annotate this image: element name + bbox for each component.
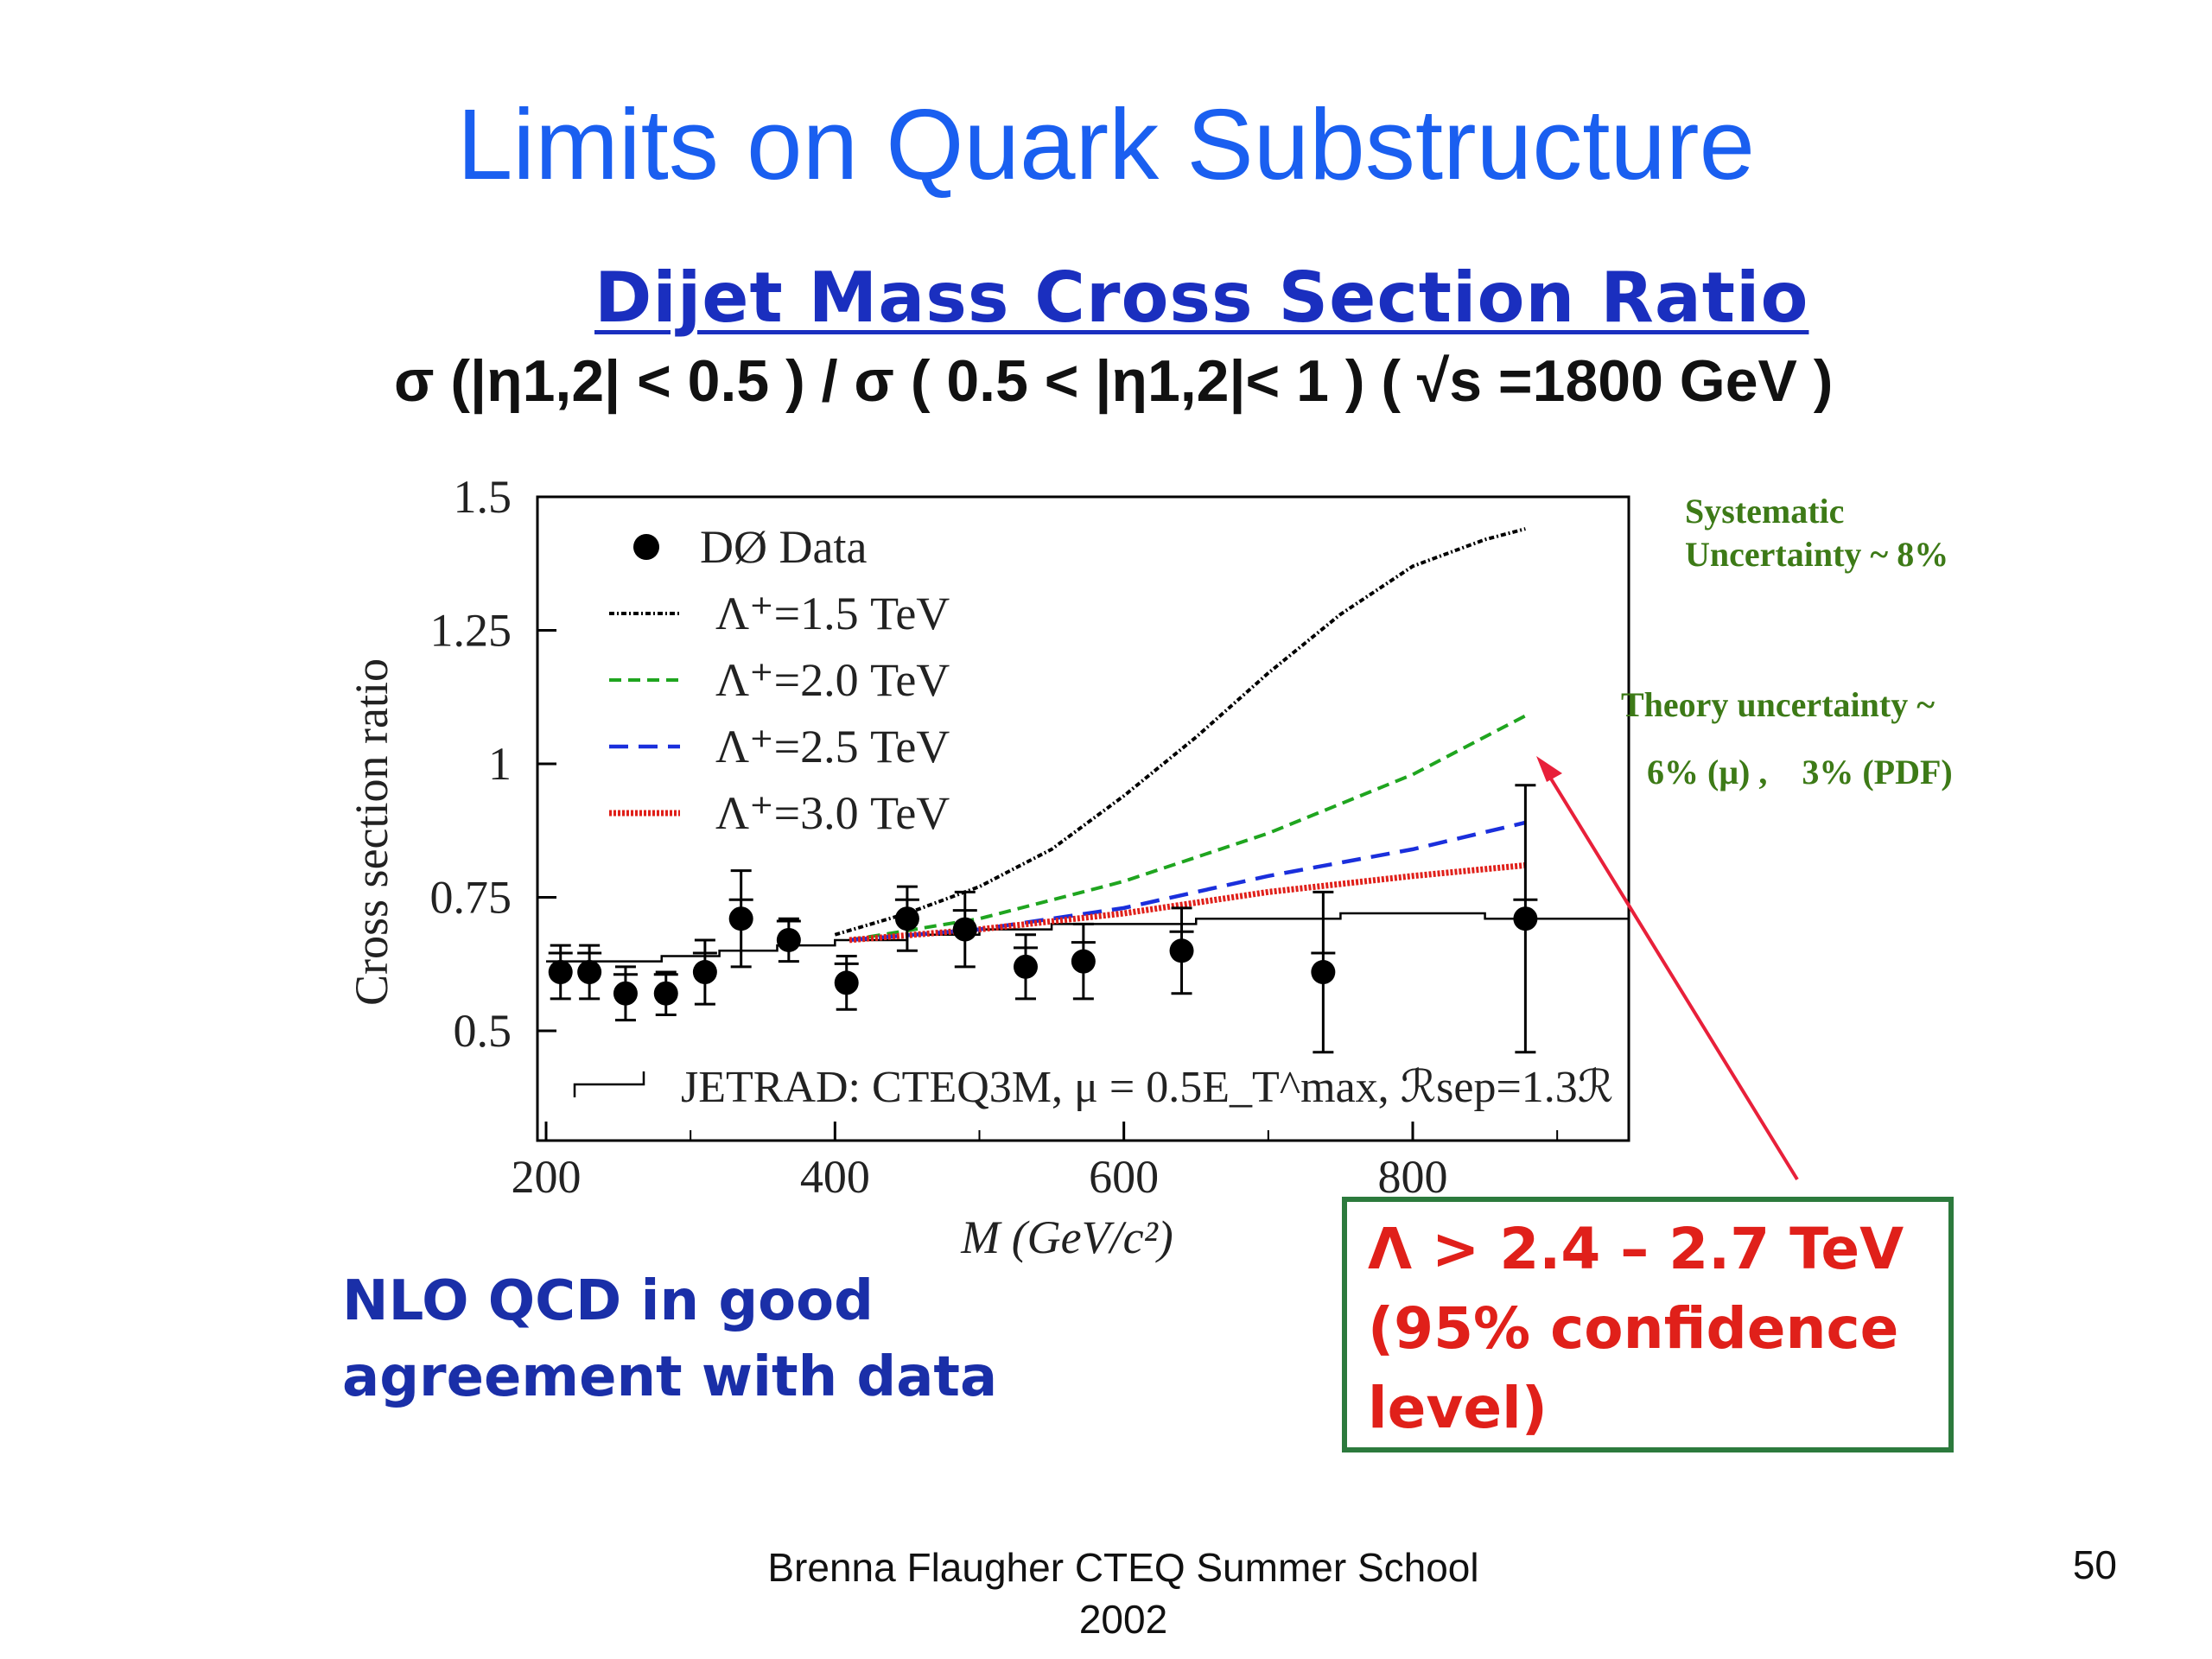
data-point	[1071, 949, 1096, 974]
arrow-head	[1536, 756, 1562, 782]
limit-box	[1342, 1197, 1954, 1452]
legend-label-histogram: JETRAD: CTEQ3M, μ = 0.5E_T^max, ℛsep=1.3…	[681, 1063, 1613, 1112]
systematic-note-line-2: Uncertainty ~ 8%	[1685, 535, 1949, 574]
figure-title: Dijet Mass Cross Section Ratio	[594, 257, 1809, 338]
data-point	[834, 970, 859, 995]
limit-note: Λ > 2.4 – 2.7 TeV (95% confidence level)	[1368, 1216, 1904, 1441]
legend-label-1: Λ⁺=2.0 TeV	[715, 654, 950, 706]
systematic-note-line-1: Systematic	[1685, 492, 1845, 531]
data-point	[952, 917, 977, 942]
y-tick-label: 1.25	[430, 605, 512, 657]
legend-label-0: Λ⁺=1.5 TeV	[715, 588, 950, 639]
plot-frame	[536, 495, 1630, 1142]
x-axis-label: M (GeV/c²)	[960, 1211, 1173, 1263]
figure-subtitle: σ (|η1,2| < 0.5 ) / σ ( 0.5 < |η1,2|< 1 …	[394, 348, 1834, 414]
data-point	[1169, 938, 1194, 963]
x-tick-label: 400	[800, 1151, 870, 1203]
footer-text: Brenna Flaugher CTEQ Summer School 2002	[767, 1545, 1479, 1642]
legend-label-data: DØ Data	[700, 521, 867, 573]
y-tick-label: 1.5	[454, 471, 512, 523]
legend-label-2: Λ⁺=2.5 TeV	[715, 721, 950, 772]
legend-line-histogram	[573, 1071, 645, 1097]
data-point	[1013, 954, 1038, 979]
series-line-0	[834, 527, 1526, 937]
data-point	[1311, 960, 1336, 985]
series-line-2	[849, 820, 1526, 943]
series-line-3	[849, 861, 1526, 944]
data-point	[776, 927, 801, 952]
data-point	[613, 981, 638, 1006]
data-point	[894, 906, 919, 931]
data-point	[577, 960, 602, 985]
legend-label-3: Λ⁺=3.0 TeV	[715, 787, 950, 839]
slide-title: Limits on Quark Substructure	[456, 88, 1756, 200]
arrow-line	[1541, 763, 1799, 1181]
data-point	[728, 906, 753, 931]
x-tick-label: 600	[1089, 1151, 1159, 1203]
y-tick-label: 1	[488, 738, 512, 790]
x-tick-label: 200	[512, 1151, 582, 1203]
theory-note-line-2: 6% (μ) , 3% (PDF)	[1647, 753, 1953, 791]
data-point	[548, 960, 573, 985]
theory-note-line-1: Theory uncertainty ~	[1621, 685, 1935, 724]
nlo-agreement-note: NLO QCD in good agreement with data	[342, 1269, 998, 1409]
plot-area: 0.5 0.75 1 1.25 1.5 200 400 600 800 M (GeV/c²) Cro…	[346, 471, 1799, 1263]
legend-marker-data	[633, 534, 659, 560]
y-tick-label: 0.75	[430, 872, 512, 924]
data-point	[692, 960, 717, 985]
y-tick-label: 0.5	[454, 1005, 512, 1057]
data-point	[1513, 906, 1538, 931]
series-line-1	[849, 714, 1527, 942]
data-point	[653, 981, 678, 1006]
x-tick-label: 800	[1378, 1151, 1448, 1203]
page-number: 50	[2072, 1542, 2117, 1587]
y-axis-label: Cross section ratio	[346, 658, 397, 1006]
